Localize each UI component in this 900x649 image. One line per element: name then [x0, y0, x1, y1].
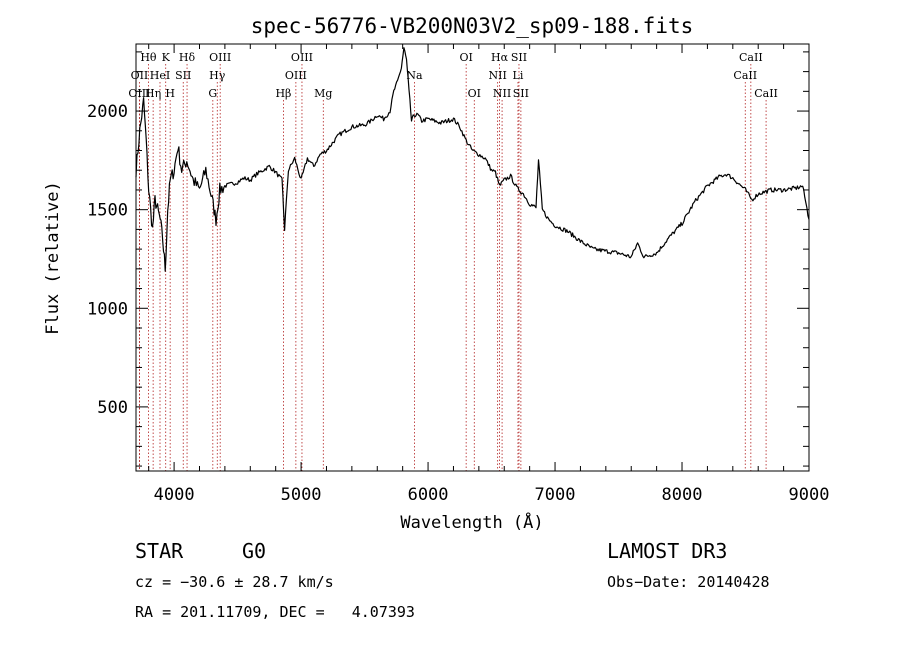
spectral-line-label: Hδ [179, 51, 196, 64]
cz-text: cz = −30.6 ± 28.7 km/s [135, 573, 334, 591]
radec-text: RA = 201.11709, DEC = 4.07393 [135, 603, 415, 621]
obs-date-text: Obs−Date: 20140428 [607, 573, 770, 591]
plot-frame [135, 43, 810, 472]
spectral-line-label: Na [406, 69, 423, 82]
class-label: STAR [135, 539, 184, 563]
spectral-line-label: H [165, 87, 175, 100]
spectral-line-label: OIII [209, 51, 231, 64]
spectral-line-label: CaII [739, 51, 763, 64]
spectral-line-label: Li [513, 69, 524, 82]
x-tick-label: 6000 [408, 485, 449, 505]
x-tick-label: 5000 [281, 485, 322, 505]
y-tick-label: 1500 [87, 201, 128, 221]
spectral-line-markers [139, 64, 767, 471]
axis-ticks: 4000 5000 6000 7000 8000 9000 500 1000 1500 2000 [87, 44, 829, 505]
spectral-line-label: CaII [754, 87, 778, 100]
spectral-line-label: G [208, 87, 217, 100]
spectral-line-label: NII [488, 69, 506, 82]
spectral-line-label: Hα [491, 51, 509, 64]
spectral-line-label: OI [459, 51, 472, 64]
survey-label: LAMOST DR3 [607, 539, 728, 563]
x-tick-label: 8000 [662, 485, 703, 505]
spectral-line-label: OII [131, 69, 149, 82]
spectral-line-label: OIII [285, 69, 307, 82]
spectral-line-label: OIII [128, 87, 150, 100]
spectral-line-label: Hθ [140, 51, 157, 64]
spectral-line-label: Mg [314, 87, 332, 100]
spectral-line-label: NII [493, 87, 511, 100]
spectral-line-label: SII [175, 69, 191, 82]
spectral-line-label: CaII [733, 69, 757, 82]
flux-series-line [135, 47, 810, 272]
x-tick-label: 7000 [535, 485, 576, 505]
spectral-line-label: SII [513, 87, 529, 100]
spectral-line-label: K [162, 51, 171, 64]
y-tick-label: 2000 [87, 102, 128, 122]
spectral-line-label: SII [511, 51, 527, 64]
spectral-line-label: OIII [291, 51, 313, 64]
spectral-line-label: HeI [150, 69, 170, 82]
y-tick-label: 1000 [87, 299, 128, 319]
y-tick-label: 500 [97, 398, 128, 418]
spectrum-chart: spec-56776-VB200N03V2_sp09-188.fits Hθ K H… [43, 14, 829, 533]
x-tick-label: 9000 [789, 485, 830, 505]
spectral-line-label: Hβ [275, 87, 291, 100]
spectral-line-label: Hγ [209, 69, 226, 82]
x-axis-label: Wavelength (Å) [400, 511, 543, 533]
spectral-line-label: OI [468, 87, 481, 100]
chart-title: spec-56776-VB200N03V2_sp09-188.fits [251, 14, 694, 38]
x-tick-label: 4000 [154, 485, 195, 505]
y-axis-label: Flux (relative) [43, 181, 63, 335]
spectral-line-label: Hη [145, 87, 161, 100]
subclass-label: G0 [242, 539, 267, 563]
